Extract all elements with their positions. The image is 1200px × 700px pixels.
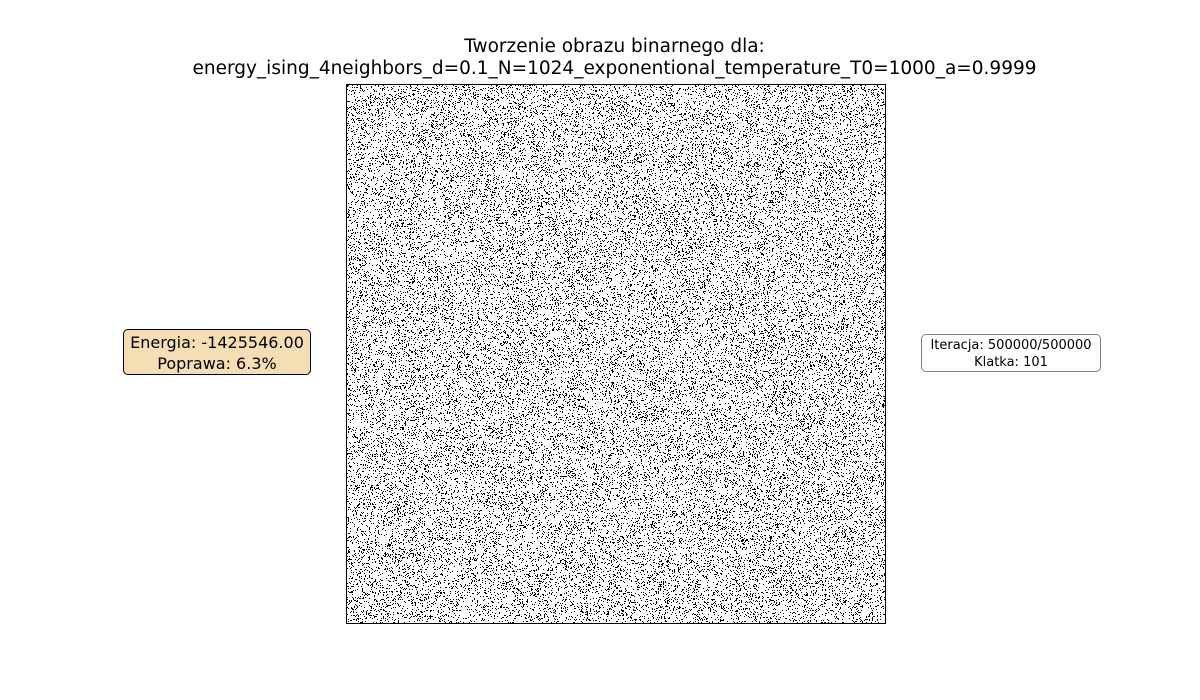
binary-image xyxy=(347,85,885,623)
improvement-value: Poprawa: 6.3% xyxy=(157,354,277,373)
figure-title: Tworzenie obrazu binarnego dla: energy_i… xyxy=(0,36,1200,80)
energy-info-box: Energia: -1425546.00 Poprawa: 6.3% xyxy=(123,329,311,375)
iteration-counter: Iteracja: 500000/500000 xyxy=(930,338,1092,353)
binary-image-panel xyxy=(346,84,886,624)
iteration-info-box: Iteracja: 500000/500000 Klatka: 101 xyxy=(921,334,1101,372)
title-line-1: Tworzenie obrazu binarnego dla: xyxy=(464,36,765,57)
frame-counter: Klatka: 101 xyxy=(974,355,1048,370)
title-line-2: energy_ising_4neighbors_d=0.1_N=1024_exp… xyxy=(192,58,1037,79)
energy-value: Energia: -1425546.00 xyxy=(130,333,304,352)
